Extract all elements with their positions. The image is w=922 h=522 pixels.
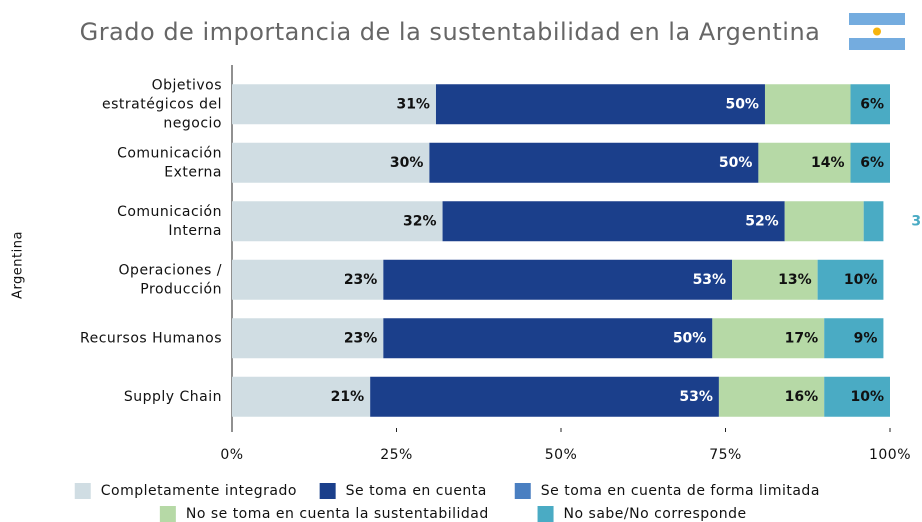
bar-segment — [383, 259, 733, 300]
value-label: 50% — [725, 96, 759, 112]
bar-segment — [784, 201, 864, 242]
y-tick-label: Objetivos estratégicos del negocio — [102, 77, 222, 131]
bar-segment — [863, 201, 884, 242]
x-tick-label: 100% — [869, 447, 911, 463]
value-label: 10% — [850, 389, 884, 405]
legend-swatch — [159, 506, 176, 522]
value-label: 50% — [719, 155, 753, 171]
bar-segment — [232, 318, 384, 359]
y-tick-label: Operaciones / Producción — [119, 262, 222, 297]
value-label: 13% — [778, 272, 812, 288]
value-label: 6% — [860, 155, 884, 171]
value-label: 50% — [673, 330, 707, 346]
value-label: 21% — [331, 389, 365, 405]
legend-label: Se toma en cuenta — [346, 483, 487, 499]
value-label: 31% — [396, 96, 430, 112]
value-label: 30% — [390, 155, 424, 171]
x-tick-label: 50% — [545, 447, 578, 463]
bar-segment — [718, 376, 825, 417]
bar-segment — [442, 201, 785, 242]
legend-label: Completamente integrado — [101, 483, 297, 499]
legend-label: No se toma en cuenta la sustentabilidad — [186, 506, 489, 522]
bar-segment — [824, 318, 884, 359]
value-label: 23% — [344, 330, 378, 346]
value-label: 17% — [785, 330, 819, 346]
chart-title: Grado de importancia de la sustentabilid… — [80, 18, 821, 46]
bar-segment — [429, 142, 759, 183]
bar-segment — [370, 376, 719, 417]
bar-segment — [383, 318, 713, 359]
bar-segment — [817, 259, 884, 300]
bar-segment — [712, 318, 825, 359]
x-tick-label: 0% — [220, 447, 243, 463]
legend-swatch — [319, 483, 336, 499]
legend-swatch — [514, 483, 531, 499]
y-axis-label: Argentina — [11, 231, 26, 299]
y-tick-label: Recursos Humanos — [80, 330, 222, 346]
value-label: 53% — [679, 389, 713, 405]
value-label: 6% — [860, 96, 884, 112]
x-tick-label: 75% — [709, 447, 742, 463]
y-tick-label: Comunicación Interna — [117, 204, 222, 239]
value-label: 9% — [854, 330, 878, 346]
y-tick-label: Comunicación Externa — [117, 145, 222, 180]
flag — [849, 13, 905, 50]
value-label: 52% — [745, 213, 779, 229]
value-label: 23% — [344, 272, 378, 288]
bar-segment — [232, 201, 443, 242]
y-tick-label: Supply Chain — [124, 389, 222, 405]
value-label: 32% — [403, 213, 437, 229]
bar-segment — [232, 376, 371, 417]
bar-segment — [824, 376, 890, 417]
value-label: 53% — [693, 272, 727, 288]
legend-label: Se toma en cuenta de forma limitada — [541, 483, 820, 499]
bar-segment — [850, 142, 890, 183]
x-tick-label: 25% — [380, 447, 413, 463]
value-label: 16% — [785, 389, 819, 405]
bar-segment — [850, 84, 890, 125]
bar-segment — [732, 259, 818, 300]
bar-segment — [232, 84, 436, 125]
bar-segment — [435, 84, 765, 125]
value-label: 14% — [811, 155, 845, 171]
value-label: 10% — [844, 272, 878, 288]
bar-segment — [232, 142, 430, 183]
legend-swatch — [537, 506, 554, 522]
legend-swatch — [74, 483, 91, 499]
bar-segment — [758, 142, 851, 183]
value-label: 3 — [911, 213, 921, 229]
bar-segment — [232, 259, 384, 300]
legend-label: No sabe/No corresponde — [564, 506, 747, 522]
bar-segment — [764, 84, 851, 125]
